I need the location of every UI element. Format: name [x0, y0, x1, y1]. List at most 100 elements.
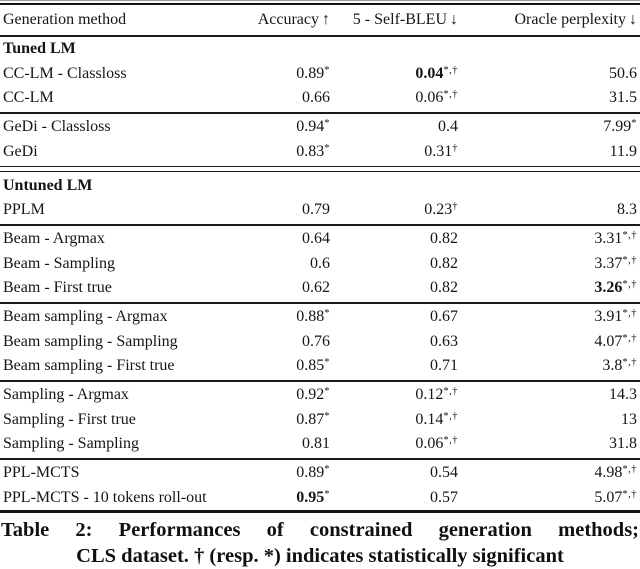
header-rule: [0, 35, 640, 37]
col-header-oracle: Oracle perplexity ↓: [458, 11, 638, 29]
table-row: Sampling - Argmax 0.92* 0.12*,† 14.3: [0, 383, 640, 408]
method-cell: Beam - Argmax: [3, 230, 105, 248]
col-header-self-bleu: 5 - Self-BLEU ↓: [330, 11, 458, 29]
table-row: GeDi - Classloss 0.94* 0.4 7.99*: [0, 115, 640, 140]
oracle-cell: 3.26*,†: [594, 279, 637, 297]
oracle-cell: 5.07*,†: [594, 488, 637, 506]
self-bleu-cell: 0.67: [430, 308, 458, 326]
method-cell: CC-LM - Classloss: [3, 64, 127, 82]
col-header-accuracy: Accuracy ↑: [250, 11, 330, 29]
accuracy-cell: 0.94*: [296, 118, 330, 136]
table-caption: Table 2: Performances of constrained gen…: [0, 517, 640, 569]
method-cell: Beam sampling - Argmax: [3, 308, 168, 326]
self-bleu-cell: 0.63: [430, 332, 458, 350]
section-row: Tuned LM: [0, 37, 640, 62]
table-row: Beam sampling - Argmax 0.88* 0.67 3.91*,…: [0, 305, 640, 330]
accuracy-cell: 0.79: [302, 201, 330, 219]
caption-line-2: CLS dataset. † (resp. *) indicates stati…: [76, 544, 564, 567]
method-cell: GeDi: [3, 142, 38, 160]
section-label: Tuned LM: [3, 40, 76, 57]
table-row: Beam sampling - First true 0.85* 0.71 3.…: [0, 354, 640, 379]
section-rule: [0, 112, 640, 114]
accuracy-cell: 0.89*: [296, 464, 330, 482]
section-rule: [0, 458, 640, 460]
method-cell: PPL-MCTS: [3, 464, 80, 482]
method-cell: Sampling - First true: [3, 410, 136, 428]
down-arrow-icon: ↓: [450, 11, 458, 28]
method-cell: Beam sampling - Sampling: [3, 332, 178, 350]
oracle-cell: 3.31*,†: [594, 230, 637, 248]
accuracy-cell: 0.95*: [296, 488, 330, 506]
table-row: Beam - Argmax 0.64 0.82 3.31*,†: [0, 227, 640, 252]
method-cell: GeDi - Classloss: [3, 118, 111, 136]
table-row: PPL-MCTS 0.89* 0.54 4.98*,†: [0, 461, 640, 486]
oracle-cell: 7.99*: [603, 118, 637, 136]
self-bleu-cell: 0.82: [430, 254, 458, 272]
accuracy-cell: 0.85*: [296, 357, 330, 375]
top-hairline: [0, 0, 640, 1]
method-cell: CC-LM: [3, 89, 54, 107]
self-bleu-cell: 0.82: [430, 279, 458, 297]
oracle-cell: 4.07*,†: [594, 332, 637, 350]
self-bleu-cell: 0.04*,†: [415, 64, 458, 82]
oracle-cell: 3.37*,†: [594, 254, 637, 272]
accuracy-cell: 0.6: [310, 254, 330, 272]
section-rule: [0, 302, 640, 304]
section-label: Untuned LM: [3, 176, 93, 194]
col-header-self-bleu-label: 5 - Self-BLEU: [352, 11, 447, 28]
self-bleu-cell: 0.12*,†: [415, 386, 458, 404]
oracle-cell: 50.6: [609, 64, 637, 82]
oracle-cell: 31.5: [609, 89, 637, 107]
section-rule: [0, 165, 640, 172]
section-row: Untuned LM: [0, 173, 640, 198]
self-bleu-cell: 0.31†: [424, 142, 458, 160]
self-bleu-cell: 0.06*,†: [415, 435, 458, 453]
oracle-cell: 11.9: [609, 142, 637, 160]
table-row: Beam - First true 0.62 0.82 3.26*,†: [0, 276, 640, 301]
accuracy-cell: 0.87*: [296, 410, 330, 428]
method-cell: Beam - First true: [3, 279, 112, 297]
oracle-cell: 4.98*,†: [594, 464, 637, 482]
table-row: GeDi 0.83* 0.31† 11.9: [0, 140, 640, 165]
self-bleu-cell: 0.06*,†: [415, 89, 458, 107]
table-row: CC-LM 0.66 0.06*,† 31.5: [0, 86, 640, 111]
oracle-cell: 31.8: [609, 435, 637, 453]
table-row: PPL-MCTS - 10 tokens roll-out 0.95* 0.57…: [0, 486, 640, 511]
accuracy-cell: 0.81: [302, 435, 330, 453]
oracle-cell: 3.91*,†: [594, 308, 637, 326]
accuracy-cell: 0.88*: [296, 308, 330, 326]
table-row: Beam - Sampling 0.6 0.82 3.37*,†: [0, 252, 640, 277]
caption-line-1: Table 2: Performances of constrained gen…: [1, 518, 639, 541]
section-rule: [0, 224, 640, 226]
accuracy-cell: 0.89*: [296, 64, 330, 82]
col-header-method: Generation method: [3, 11, 127, 28]
table-row: Sampling - Sampling 0.81 0.06*,† 31.8: [0, 432, 640, 457]
table-top-rule: [0, 3, 640, 5]
table-bottom-rule: [0, 510, 640, 513]
method-cell: Beam sampling - First true: [3, 357, 175, 375]
self-bleu-cell: 0.23†: [424, 201, 458, 219]
table-header-row: Generation method Accuracy ↑ 5 - Self-BLE…: [0, 5, 640, 35]
accuracy-cell: 0.62: [302, 279, 330, 297]
self-bleu-cell: 0.4: [438, 118, 458, 136]
table-row: Sampling - First true 0.87* 0.14*,† 13: [0, 408, 640, 433]
col-header-accuracy-label: Accuracy: [257, 11, 319, 28]
self-bleu-cell: 0.54: [430, 464, 458, 482]
oracle-cell: 8.3: [617, 201, 637, 219]
oracle-cell: 13: [621, 410, 637, 428]
table-row: Beam sampling - Sampling 0.76 0.63 4.07*…: [0, 330, 640, 355]
table-row: CC-LM - Classloss 0.89* 0.04*,† 50.6: [0, 62, 640, 87]
down-arrow-icon: ↓: [629, 11, 637, 28]
up-arrow-icon: ↑: [322, 11, 330, 28]
accuracy-cell: 0.64: [302, 230, 330, 248]
accuracy-cell: 0.76: [302, 332, 330, 350]
method-cell: Sampling - Argmax: [3, 386, 129, 404]
accuracy-cell: 0.92*: [296, 386, 330, 404]
oracle-cell: 14.3: [609, 386, 637, 404]
accuracy-cell: 0.66: [302, 89, 330, 107]
accuracy-cell: 0.83*: [296, 142, 330, 160]
method-cell: Sampling - Sampling: [3, 435, 139, 453]
section-rule: [0, 380, 640, 382]
self-bleu-cell: 0.71: [430, 357, 458, 375]
